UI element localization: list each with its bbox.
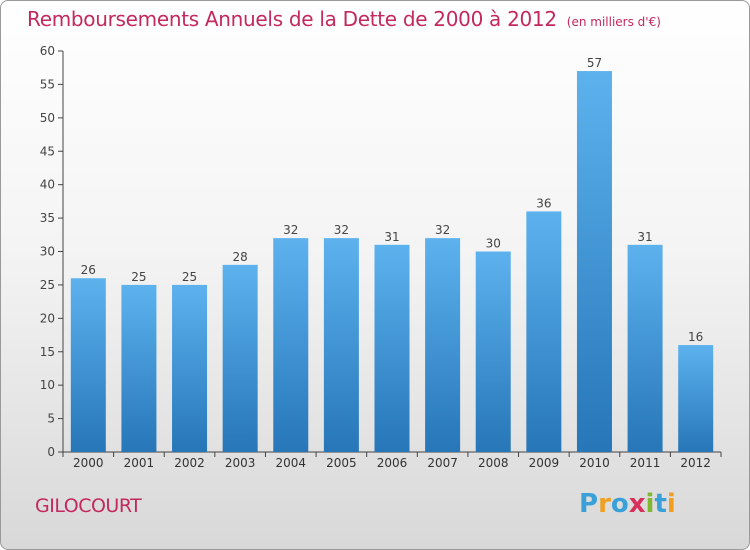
y-tick-label: 45 [40,144,55,158]
x-tick-label: 2003 [225,456,256,470]
chart-title: Remboursements Annuels de la Dette de 20… [27,7,661,31]
x-tick-label: 2007 [427,456,458,470]
logo-letter: x [628,489,646,519]
data-label: 32 [283,223,298,237]
bar-2007 [425,238,461,452]
y-tick-label: 60 [40,44,55,58]
data-label: 31 [637,230,652,244]
data-label: 26 [81,263,96,277]
bar-2012 [678,345,714,452]
logo-letter: i [666,489,676,519]
bar-2004 [273,238,309,452]
data-label: 28 [233,250,248,264]
x-tick-label: 2006 [377,456,408,470]
data-label: 25 [182,270,197,284]
x-tick-label: 2012 [680,456,711,470]
bar-2000 [70,278,106,452]
logo-letter: r [598,489,611,519]
logo-letter: P [579,489,599,519]
x-tick-label: 2011 [630,456,661,470]
y-tick-label: 25 [40,278,55,292]
commune-name: GILOCOURT [35,495,142,517]
data-label: 31 [384,230,399,244]
bar-2009 [526,211,562,452]
bar-2010 [576,71,612,453]
y-tick-label: 5 [47,412,55,426]
chart-unit: (en milliers d'€) [566,15,661,29]
x-tick-label: 2004 [275,456,306,470]
y-tick-label: 50 [40,111,55,125]
x-tick-label: 2008 [478,456,509,470]
y-tick-label: 15 [40,345,55,359]
bar-2008 [475,251,511,452]
bar-2005 [323,238,359,452]
data-label: 16 [688,330,703,344]
logo-letter: i [645,489,655,519]
chart-bars [70,71,714,453]
chart-labels: 2000 26 2001 25 2002 25 2003 28 2004 32 2005 32 2006… [73,56,711,470]
chart-title-text: Remboursements Annuels de la Dette de 20… [27,7,557,31]
bar-2003 [222,264,258,452]
y-tick-label: 40 [40,178,55,192]
data-label: 32 [334,223,349,237]
data-label: 36 [536,196,551,210]
data-label: 57 [587,56,602,70]
data-label: 25 [131,270,146,284]
bar-2006 [374,244,410,452]
y-tick-label: 55 [40,77,55,91]
x-tick-label: 2010 [579,456,610,470]
y-tick-label: 10 [40,378,55,392]
x-tick-label: 2002 [174,456,205,470]
data-label: 30 [486,237,501,251]
data-label: 32 [435,223,450,237]
logo-letter: o [610,489,629,519]
bar-2001 [121,284,157,452]
x-tick-label: 2009 [529,456,560,470]
x-tick-label: 2005 [326,456,357,470]
proxiti-logo: Proxiti [579,489,676,519]
x-tick-label: 2000 [73,456,104,470]
x-tick-label: 2001 [124,456,155,470]
y-tick-label: 20 [40,311,55,325]
y-tick-label: 0 [47,445,55,459]
chart-axes: 0 5 10 15 20 25 30 35 40 45 50 55 60 [40,44,722,459]
bar-2002 [172,284,208,452]
y-tick-label: 30 [40,245,55,259]
bar-2011 [627,244,663,452]
y-tick-label: 35 [40,211,55,225]
logo-letter: t [654,489,667,519]
